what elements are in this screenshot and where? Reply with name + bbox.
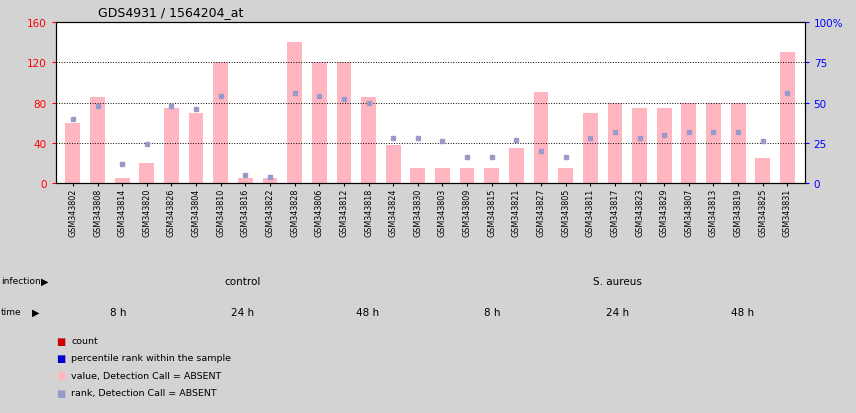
Bar bbox=[361, 98, 376, 184]
Bar bbox=[657, 108, 672, 184]
Bar bbox=[288, 43, 302, 184]
Bar bbox=[66, 123, 80, 184]
Bar bbox=[435, 169, 450, 184]
Text: control: control bbox=[225, 276, 261, 286]
Text: ■: ■ bbox=[56, 370, 65, 380]
Text: time: time bbox=[1, 307, 21, 316]
Bar bbox=[731, 103, 746, 184]
Text: ▶: ▶ bbox=[32, 307, 39, 317]
Bar bbox=[312, 63, 327, 184]
Text: 8 h: 8 h bbox=[484, 307, 501, 317]
Bar bbox=[484, 169, 499, 184]
Bar bbox=[188, 113, 204, 184]
Bar bbox=[164, 108, 179, 184]
Text: 24 h: 24 h bbox=[231, 307, 254, 317]
Bar bbox=[533, 93, 549, 184]
Text: ■: ■ bbox=[56, 336, 65, 346]
Bar bbox=[780, 53, 794, 184]
Bar bbox=[90, 98, 105, 184]
Bar bbox=[140, 164, 154, 184]
Bar bbox=[336, 63, 351, 184]
Text: 48 h: 48 h bbox=[731, 307, 754, 317]
Bar bbox=[386, 145, 401, 184]
Text: rank, Detection Call = ABSENT: rank, Detection Call = ABSENT bbox=[71, 388, 217, 397]
Bar bbox=[213, 63, 228, 184]
Bar bbox=[681, 103, 696, 184]
Text: ▶: ▶ bbox=[41, 276, 49, 286]
Text: count: count bbox=[71, 336, 98, 345]
Bar bbox=[706, 103, 721, 184]
Text: infection: infection bbox=[1, 276, 40, 285]
Text: 8 h: 8 h bbox=[110, 307, 127, 317]
Bar bbox=[263, 179, 277, 184]
Text: GDS4931 / 1564204_at: GDS4931 / 1564204_at bbox=[98, 6, 244, 19]
Text: ■: ■ bbox=[56, 353, 65, 363]
Bar bbox=[460, 169, 474, 184]
Text: value, Detection Call = ABSENT: value, Detection Call = ABSENT bbox=[71, 371, 222, 380]
Bar bbox=[238, 179, 253, 184]
Text: ■: ■ bbox=[56, 388, 65, 398]
Bar bbox=[558, 169, 573, 184]
Bar bbox=[755, 159, 770, 184]
Bar bbox=[608, 103, 622, 184]
Text: percentile rank within the sample: percentile rank within the sample bbox=[71, 354, 231, 363]
Bar bbox=[509, 149, 524, 184]
Bar bbox=[410, 169, 425, 184]
Text: S. aureus: S. aureus bbox=[593, 276, 642, 286]
Bar bbox=[583, 113, 597, 184]
Text: 24 h: 24 h bbox=[606, 307, 629, 317]
Text: 48 h: 48 h bbox=[356, 307, 379, 317]
Bar bbox=[633, 108, 647, 184]
Bar bbox=[115, 179, 129, 184]
